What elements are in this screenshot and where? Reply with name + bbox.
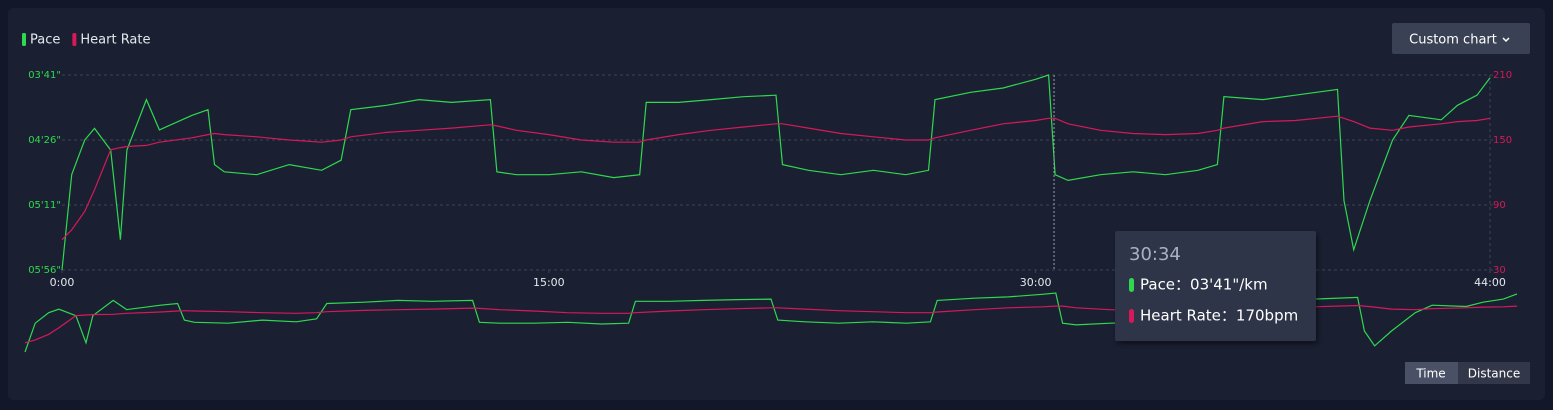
x-tick-label: 30:00 (1020, 276, 1052, 289)
panel (8, 8, 1545, 400)
legend-swatch (22, 33, 26, 46)
plot: 03'41" 04'26" 05'11" 05'56" 30 90 150 210 0:00 15… (22, 33, 1518, 353)
x-tick-label: 44:00 (1474, 276, 1506, 289)
y2-tick-label: 90 (1493, 200, 1506, 211)
y2-tick-label: 150 (1493, 135, 1512, 146)
tooltip-box (1115, 231, 1316, 341)
tooltip-item: Pace：03'41"/km (1140, 276, 1268, 294)
y-tick-label: 04'26" (28, 135, 61, 146)
legend-label: Heart Rate (80, 33, 150, 48)
mode-button-bg[interactable] (1458, 362, 1530, 384)
mode-button[interactable]: Time (1415, 367, 1445, 381)
series-line (61, 74, 1491, 271)
y-tick-label: 05'11" (28, 200, 61, 211)
chevron (1502, 37, 1510, 43)
mode-button-bg[interactable] (1405, 362, 1458, 384)
tooltip: 30:34 Pace：03'41"/km Heart Rate：170bpm (1115, 231, 1316, 341)
y2-tick-label: 30 (1493, 265, 1506, 276)
button-label[interactable]: Custom chart (1409, 33, 1497, 48)
y-tick-label: 05'56" (28, 265, 61, 276)
tooltip-title: 30:34 (1129, 244, 1181, 265)
y2-tick-label: 210 (1493, 70, 1512, 81)
legend-swatch (72, 33, 77, 46)
tooltip-swatch (1129, 309, 1134, 323)
tooltip-swatch (1129, 278, 1134, 292)
x-tick-label: 0:00 (50, 276, 75, 289)
mode-button[interactable]: Distance (1468, 367, 1520, 381)
y-tick-label: 03'41" (28, 70, 61, 81)
custom-chart-button[interactable]: Custom chart (1392, 23, 1530, 54)
series-line (61, 115, 1491, 241)
button-bg[interactable] (1392, 23, 1530, 54)
legend-label: Pace (30, 33, 60, 48)
tooltip-item: Heart Rate：170bpm (1140, 307, 1298, 325)
x-tick-label: 15:00 (533, 276, 565, 289)
